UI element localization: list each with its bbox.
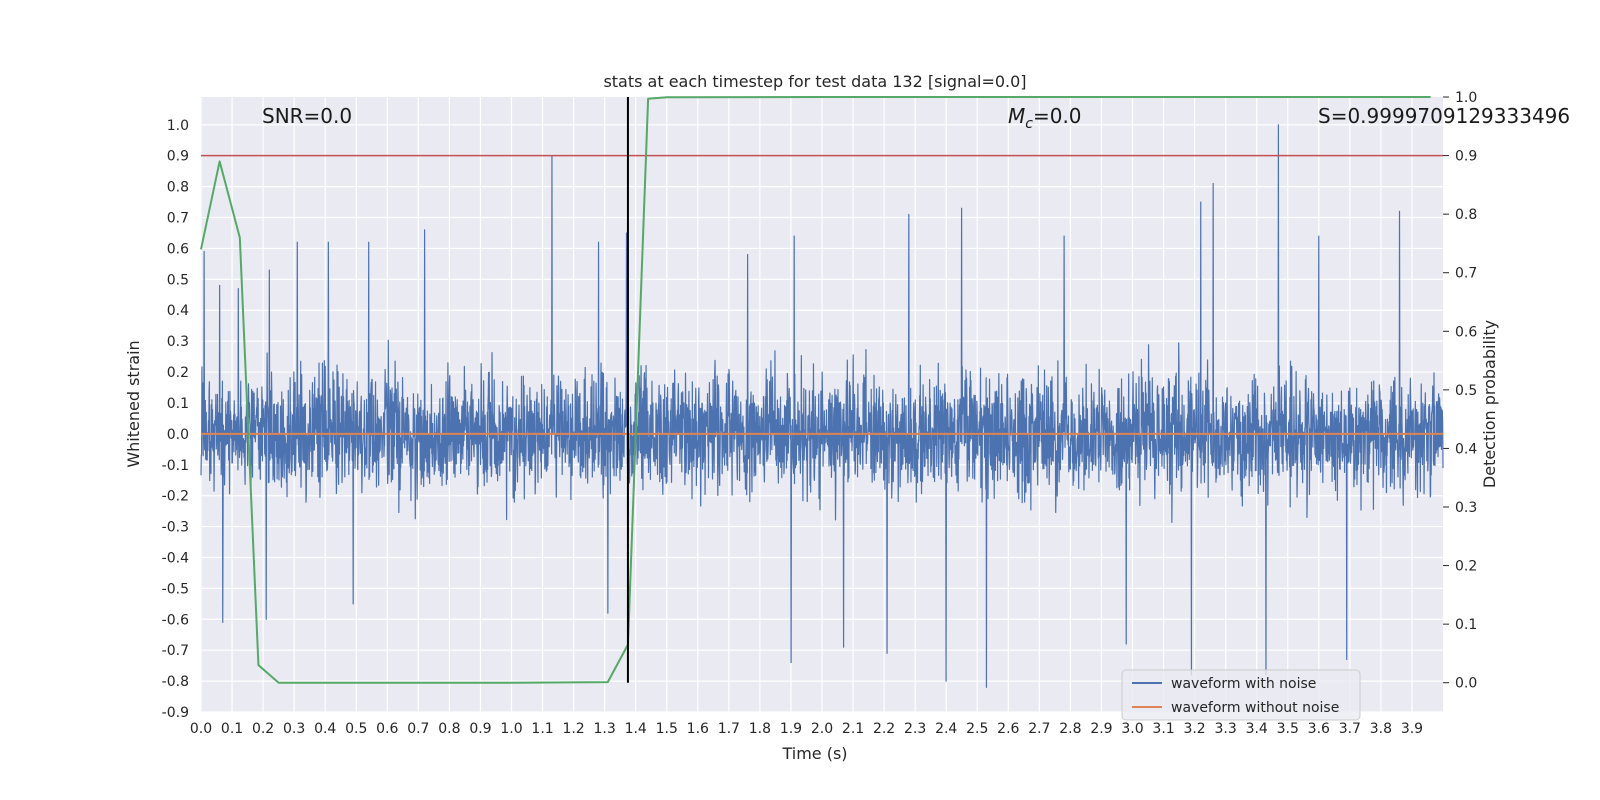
series-layer bbox=[200, 96, 1444, 688]
x-tick-label: 1.6 bbox=[687, 721, 709, 737]
x-tick-label: 2.5 bbox=[966, 721, 988, 737]
right-y-tick-labels: 0.0 0.1 0.2 0.3 0.4 0.5 0.6 0.7 0.8 0.9 1.0 bbox=[1455, 90, 1477, 692]
chirp-mass-annotation: Mc=0.0 bbox=[1008, 104, 1082, 132]
x-tick-label: 2.6 bbox=[997, 721, 1019, 737]
x-tick-label: 2.8 bbox=[1059, 721, 1081, 737]
x-tick-label: 3.5 bbox=[1277, 721, 1299, 737]
x-tick-label: 3.4 bbox=[1246, 721, 1268, 737]
left-y-tick-label: -0.1 bbox=[162, 458, 189, 474]
right-y-tick-label: 0.4 bbox=[1455, 441, 1477, 457]
x-tick-label: 2.4 bbox=[935, 721, 957, 737]
x-tick-label: 3.7 bbox=[1339, 721, 1361, 737]
x-tick-label: 1.4 bbox=[625, 721, 647, 737]
x-tick-label: 3.3 bbox=[1215, 721, 1237, 737]
legend: waveform with noise waveform without noi… bbox=[1121, 669, 1361, 721]
x-tick-label: 3.0 bbox=[1121, 721, 1143, 737]
right-y-tick-marks bbox=[1443, 96, 1449, 684]
x-axis-label: Time (s) bbox=[781, 744, 847, 763]
x-tick-labels: 0.0 0.1 0.2 0.3 0.4 0.5 0.6 0.7 0.8 0.9 1.0 1.1 1.2 1… bbox=[190, 721, 1423, 737]
left-y-tick-label: -0.5 bbox=[162, 581, 189, 597]
series-line-waveform-with-noise bbox=[200, 124, 1444, 688]
x-tick-label: 2.3 bbox=[904, 721, 926, 737]
snr-annotation: SNR=0.0 bbox=[262, 104, 352, 128]
x-tick-label: 0.5 bbox=[345, 721, 367, 737]
x-tick-label: 3.1 bbox=[1152, 721, 1174, 737]
x-tick-label: 1.7 bbox=[718, 721, 740, 737]
left-y-tick-label: -0.7 bbox=[162, 643, 189, 659]
right-y-tick-label: 0.5 bbox=[1455, 383, 1477, 399]
x-tick-label: 0.4 bbox=[314, 721, 336, 737]
left-y-tick-label: 0.4 bbox=[167, 303, 189, 319]
left-y-tick-label: -0.4 bbox=[162, 550, 189, 566]
left-y-tick-label: -0.8 bbox=[162, 674, 189, 690]
right-y-tick-label: 0.9 bbox=[1455, 149, 1477, 165]
right-y-tick-label: 0.1 bbox=[1455, 617, 1477, 633]
x-tick-label: 2.1 bbox=[842, 721, 864, 737]
x-tick-label: 1.9 bbox=[780, 721, 802, 737]
right-y-axis-label: Detection probability bbox=[1480, 320, 1499, 488]
x-tick-label: 2.2 bbox=[873, 721, 895, 737]
legend-label-noisy: waveform with noise bbox=[1171, 676, 1316, 692]
x-tick-label: 3.8 bbox=[1370, 721, 1392, 737]
chart-title: stats at each timestep for test data 132… bbox=[603, 72, 1026, 91]
x-tick-label: 3.2 bbox=[1183, 721, 1205, 737]
left-y-tick-label: 0.2 bbox=[167, 365, 189, 381]
left-y-tick-label: 0.5 bbox=[167, 272, 189, 288]
x-tick-label: 1.3 bbox=[594, 721, 616, 737]
x-tick-label: 2.0 bbox=[811, 721, 833, 737]
x-tick-label: 2.7 bbox=[1028, 721, 1050, 737]
left-y-axis-label: Whitened strain bbox=[124, 340, 143, 467]
left-y-tick-label: -0.3 bbox=[162, 520, 189, 536]
x-tick-label: 1.5 bbox=[656, 721, 678, 737]
x-tick-label: 1.2 bbox=[562, 721, 584, 737]
x-tick-label: 0.8 bbox=[438, 721, 460, 737]
right-y-tick-label: 0.2 bbox=[1455, 559, 1477, 575]
x-tick-label: 0.2 bbox=[252, 721, 274, 737]
left-y-tick-label: 1.0 bbox=[167, 118, 189, 134]
right-y-tick-label: 0.8 bbox=[1455, 207, 1477, 223]
x-tick-label: 0.1 bbox=[221, 721, 243, 737]
series-line-detection-probability bbox=[200, 96, 1431, 684]
right-y-tick-label: 0.0 bbox=[1455, 676, 1477, 692]
left-y-tick-label: 0.9 bbox=[167, 149, 189, 165]
right-y-tick-label: 1.0 bbox=[1455, 90, 1477, 106]
left-y-tick-label: 0.7 bbox=[167, 211, 189, 227]
right-y-tick-label: 0.6 bbox=[1455, 324, 1477, 340]
chirp-mass-subscript: c bbox=[1025, 116, 1033, 132]
left-y-tick-label: -0.6 bbox=[162, 612, 189, 628]
x-tick-label: 0.3 bbox=[283, 721, 305, 737]
left-y-tick-labels: -0.9 -0.8 -0.7 -0.6 -0.5 -0.4 -0.3 -0.2 -0.1 0.0 0… bbox=[162, 118, 189, 721]
left-y-tick-label: 0.3 bbox=[167, 334, 189, 350]
score-annotation: S=0.9999709129333496 bbox=[1318, 104, 1570, 128]
x-tick-label: 2.9 bbox=[1090, 721, 1112, 737]
x-tick-label: 1.8 bbox=[749, 721, 771, 737]
x-tick-label: 0.6 bbox=[376, 721, 398, 737]
left-y-tick-label: 0.6 bbox=[167, 241, 189, 257]
x-tick-label: 1.0 bbox=[500, 721, 522, 737]
left-y-tick-label: 0.1 bbox=[167, 396, 189, 412]
legend-box bbox=[1121, 669, 1361, 721]
chirp-mass-value: =0.0 bbox=[1033, 104, 1082, 128]
x-tick-label: 3.6 bbox=[1308, 721, 1330, 737]
left-y-tick-label: 0.0 bbox=[167, 427, 189, 443]
x-tick-label: 0.7 bbox=[407, 721, 429, 737]
chirp-mass-symbol: M bbox=[1008, 104, 1025, 128]
left-y-tick-label: 0.8 bbox=[167, 180, 189, 196]
left-y-tick-label: -0.2 bbox=[162, 489, 189, 505]
legend-label-clean: waveform without noise bbox=[1171, 700, 1339, 716]
right-y-tick-label: 0.7 bbox=[1455, 266, 1477, 282]
x-tick-label: 1.1 bbox=[531, 721, 553, 737]
x-tick-label: 0.9 bbox=[469, 721, 491, 737]
left-y-tick-label: -0.9 bbox=[162, 705, 189, 721]
x-tick-label: 3.9 bbox=[1401, 721, 1423, 737]
right-y-tick-label: 0.3 bbox=[1455, 500, 1477, 516]
x-tick-label: 0.0 bbox=[190, 721, 212, 737]
